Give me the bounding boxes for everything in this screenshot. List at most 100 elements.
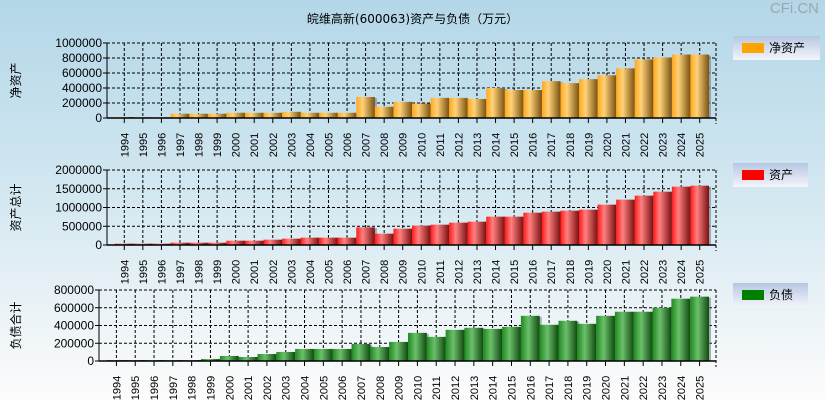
x-tick-label: 2015 [509,260,521,284]
x-tick-label: 2010 [416,133,428,157]
y-tick-label: 400000 [54,319,94,333]
x-tick-label: 2013 [472,133,484,157]
x-tick-label: 1996 [156,260,168,284]
bar-2005 [319,237,338,245]
bar-2010 [408,332,427,361]
x-tick-label: 1996 [156,133,168,157]
bar-2003 [282,238,301,245]
bar-2021 [614,311,634,361]
x-tick-label: 2022 [639,133,651,157]
bar-2009 [393,228,412,245]
bar-2017 [541,211,561,245]
bar-2005 [313,348,333,361]
bar-2000 [219,355,239,361]
bar-2006 [337,112,357,118]
x-tick-label: 2015 [506,376,518,400]
x-tick-label: 2012 [453,260,465,284]
x-tick-label: 2005 [323,260,335,284]
x-tick-label: 2004 [300,376,312,400]
bar-2012 [445,329,465,361]
x-tick-label: 1999 [212,260,224,284]
bar-2002 [263,112,283,118]
x-tick-label: 2017 [546,260,558,284]
x-tick-label: 2006 [342,260,354,284]
y-tick-label: 600000 [62,66,102,80]
bar-2004 [300,112,320,118]
bar-2013 [467,98,487,118]
bar-2015 [502,326,521,361]
x-tick-label: 2007 [356,376,368,400]
x-tick-label: 1999 [212,133,224,157]
x-tick-label: 2019 [583,260,595,284]
legend-swatch [742,170,764,180]
x-tick-label: 2009 [394,376,406,400]
bar-2009 [393,101,412,118]
bar-2023 [653,57,672,118]
x-tick-label: 1999 [205,376,217,400]
bar-1997 [170,113,190,118]
x-tick-label: 2005 [323,133,335,157]
x-tick-label: 2000 [231,133,243,157]
x-tick-label: 2018 [563,376,575,400]
legend-swatch [742,290,764,300]
bar-2019 [579,79,598,118]
bar-1998 [189,242,208,245]
x-tick-label: 2002 [268,133,280,157]
legend-label: 净资产 [769,41,805,55]
bar-2014 [486,88,505,118]
x-tick-label: 2025 [695,260,707,284]
bar-2011 [430,97,450,118]
y-tick-label: 1500000 [55,182,102,196]
x-tick-label: 2002 [268,260,280,284]
y-tick-label: 800000 [62,51,102,65]
x-tick-label: 2021 [620,133,632,157]
bar-1999 [207,113,227,118]
x-tick-label: 2017 [544,376,556,400]
x-tick-label: 2021 [620,260,632,284]
bar-2007 [356,97,375,118]
bar-1999 [207,242,227,245]
x-tick-label: 2012 [453,133,465,157]
x-tick-label: 2024 [676,376,688,400]
bar-2014 [483,328,503,361]
x-tick-label: 2020 [602,133,614,157]
bar-2020 [597,75,617,118]
bar-2000 [226,240,245,245]
bar-2016 [523,212,542,245]
bar-2014 [486,216,505,245]
x-tick-label: 2011 [435,133,447,157]
x-tick-label: 1995 [130,376,142,400]
bar-2024 [671,54,691,118]
y-tick-label: 200000 [62,96,102,110]
y-axis-label: 负债合计 [8,301,23,349]
x-tick-label: 2004 [305,133,317,157]
bar-2019 [579,209,598,245]
x-tick-label: 2025 [695,133,707,157]
x-tick-label: 2025 [695,376,707,400]
x-tick-label: 2009 [398,260,410,284]
x-tick-label: 2023 [658,260,670,284]
y-tick-label: 200000 [54,336,94,350]
x-tick-label: 1994 [119,260,131,284]
x-tick-label: 2003 [286,260,298,284]
x-tick-label: 2009 [398,133,410,157]
bar-2010 [412,225,431,245]
x-tick-label: 1995 [138,133,150,157]
x-tick-label: 2018 [565,260,577,284]
bar-2006 [337,237,357,245]
bar-2004 [300,237,320,245]
x-tick-label: 2022 [638,376,650,400]
x-tick-label: 2007 [361,133,373,157]
bar-2012 [449,222,468,245]
x-tick-label: 2016 [525,376,537,400]
x-tick-label: 1994 [119,133,131,157]
bar-2001 [244,240,264,245]
x-tick-label: 2001 [243,376,255,400]
bar-2001 [244,112,264,118]
x-tick-label: 2021 [619,376,631,400]
x-tick-label: 2019 [583,133,595,157]
bar-1999 [201,358,220,361]
x-tick-label: 2011 [435,260,447,284]
bar-2004 [295,348,314,361]
